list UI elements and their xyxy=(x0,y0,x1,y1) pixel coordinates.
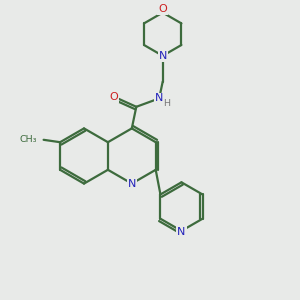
Text: N: N xyxy=(128,178,136,189)
Text: N: N xyxy=(154,93,163,103)
Text: N: N xyxy=(158,51,167,61)
Text: CH₃: CH₃ xyxy=(20,135,37,144)
Text: O: O xyxy=(158,4,167,14)
Text: N: N xyxy=(177,227,186,237)
Text: O: O xyxy=(110,92,118,102)
Text: H: H xyxy=(164,99,170,108)
